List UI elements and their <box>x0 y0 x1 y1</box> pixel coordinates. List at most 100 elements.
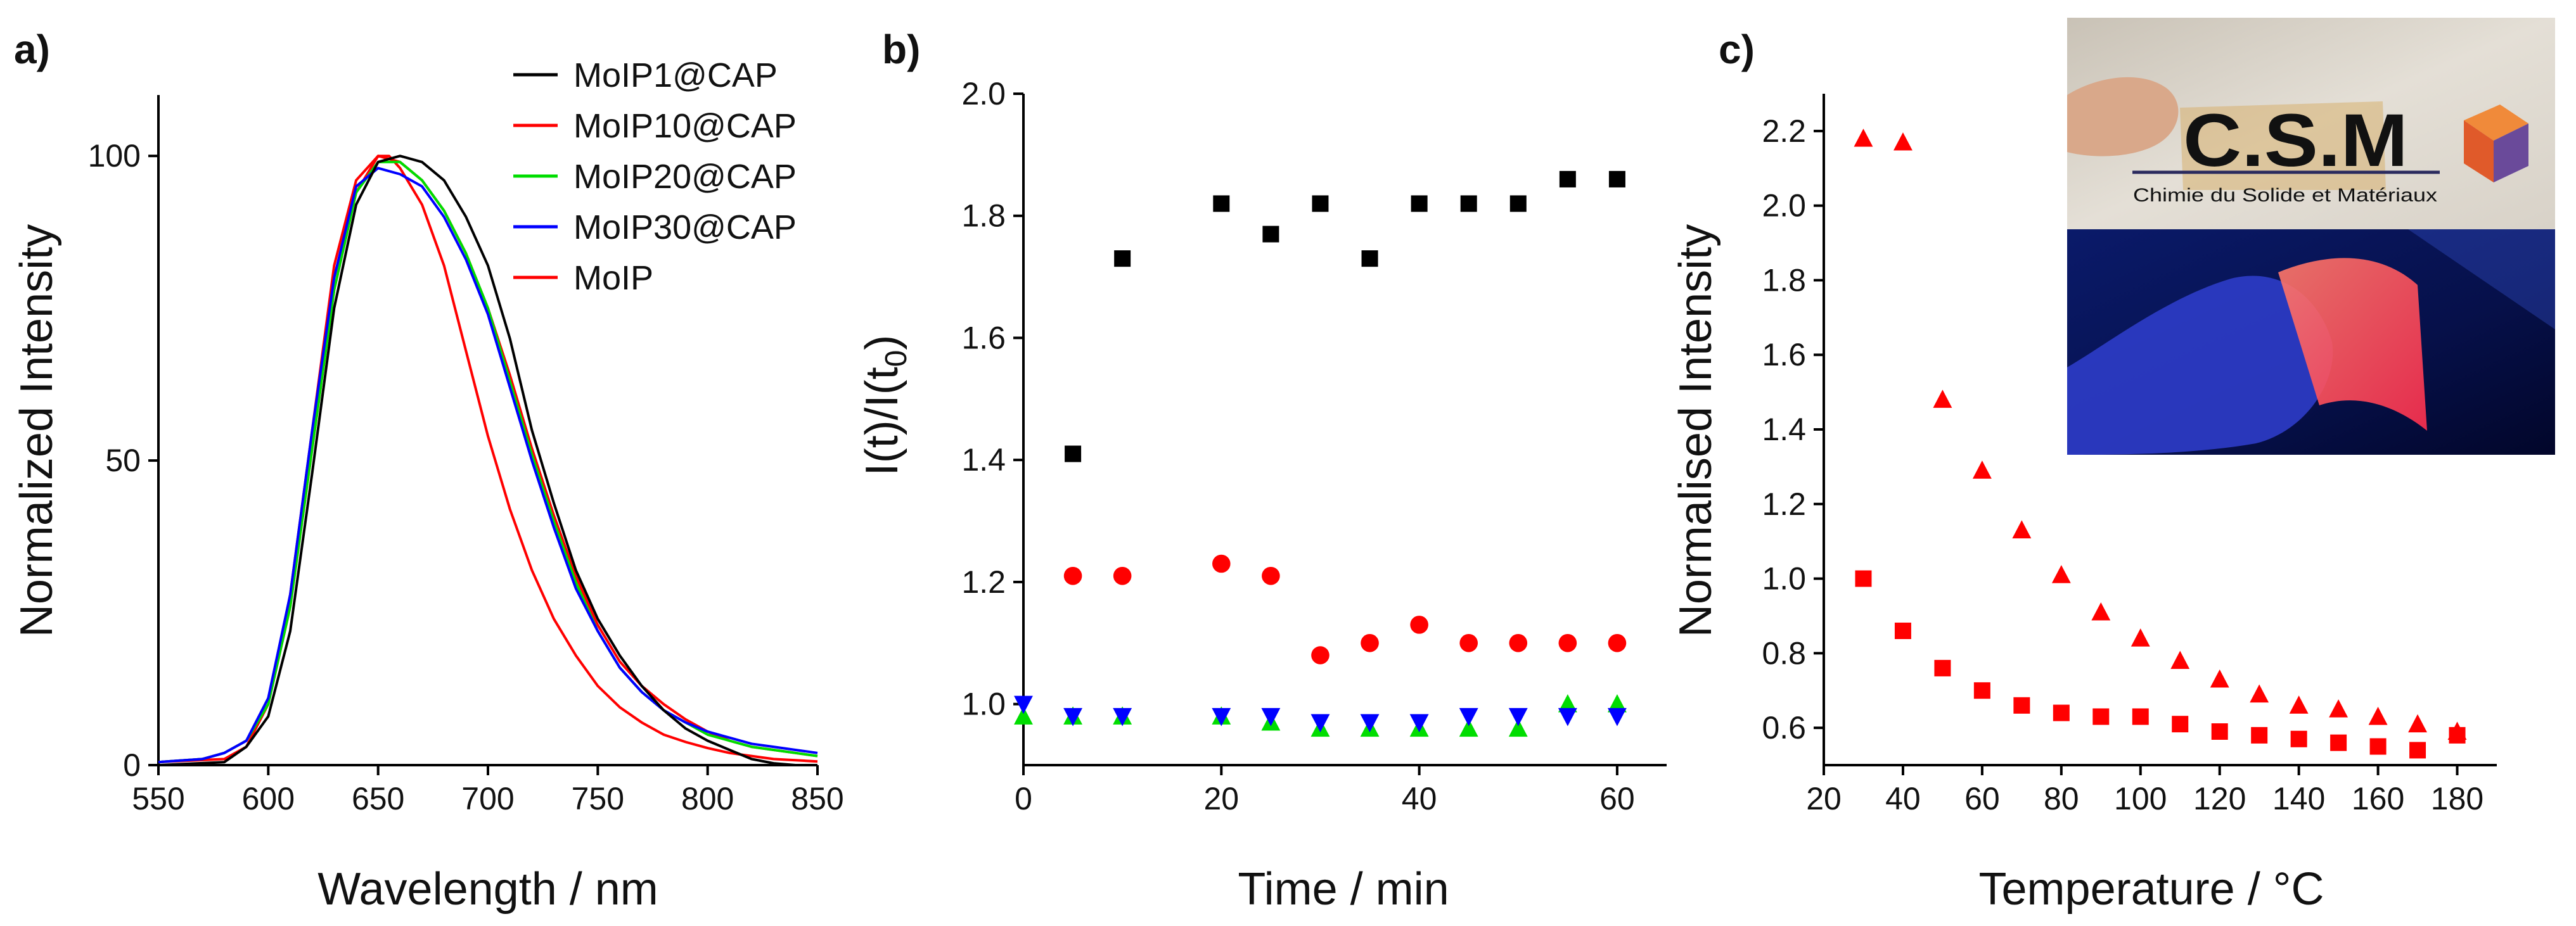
data-point-square <box>2330 734 2347 751</box>
data-point-square <box>1312 195 1329 212</box>
panel-b-ylabel-base: I(t)/I(t <box>857 367 907 476</box>
data-point-square <box>2369 738 2387 755</box>
panel-c-y-tick-label: 0.8 <box>1762 635 1806 671</box>
panel-c-y-tick-label: 2.2 <box>1762 113 1806 149</box>
data-point-square <box>1114 250 1131 267</box>
panel-c-x-tick-label: 60 <box>1964 781 2000 816</box>
glowing-film-illustration <box>2278 258 2427 431</box>
panel-c-x-tick-label: 160 <box>2352 781 2404 816</box>
panel-a-y-tick-label: 50 <box>105 443 141 478</box>
panel-b-x-tick-label: 20 <box>1203 781 1239 816</box>
data-point-circle <box>1459 633 1478 652</box>
data-point-square <box>2132 708 2149 725</box>
data-point-triangle-up <box>1854 129 1873 147</box>
panel-c-y-tick-label: 1.8 <box>1762 262 1806 298</box>
panel-c-y-tick-label: 2.0 <box>1762 188 1806 224</box>
data-point-triangle-up <box>2131 628 2150 647</box>
spectrum-line-moip10-at-cap <box>158 155 818 764</box>
data-point-triangle-up <box>2051 565 2071 583</box>
data-point-square <box>2092 708 2110 725</box>
data-point-square <box>1973 682 1990 699</box>
panel-b-y-tick-label: 1.4 <box>961 442 1006 478</box>
panel-c-y-tick-label: 1.4 <box>1762 412 1806 447</box>
data-point-circle <box>1558 633 1577 652</box>
panel-a-legend: MoIP1@CAP MoIP10@CAP MoIP20@CAP MoIP30@CAP M… <box>513 56 797 297</box>
legend-label: MoIP1@CAP <box>574 56 778 94</box>
panel-c-x-tick-label: 100 <box>2114 781 2167 816</box>
data-point-square <box>1065 445 1082 462</box>
data-point-square <box>1894 623 1911 639</box>
data-point-triangle-up <box>1933 390 1952 408</box>
panel-a-x-tick-label: 750 <box>572 781 624 816</box>
data-point-circle <box>1113 566 1132 585</box>
data-point-triangle-up <box>1972 460 1992 479</box>
inset-photos: C.S.M Chimie du Solide et Matériaux <box>2067 18 2555 455</box>
cube-logo-top-icon <box>2464 105 2528 141</box>
data-point-triangle-down <box>1310 714 1330 733</box>
data-point-circle <box>1212 554 1231 573</box>
data-point-square <box>1608 170 1625 187</box>
panel-b: b) 0 20 40 601.01.21.41.61.82.0 Time / min … <box>857 27 1667 915</box>
panel-a-xlabel: Wavelength / nm <box>317 864 658 915</box>
data-point-square <box>1855 570 1872 587</box>
panel-b-y-tick-label: 1.6 <box>961 320 1006 355</box>
panel-b-x-tick-label: 60 <box>1599 781 1635 816</box>
data-point-triangle-down <box>1261 707 1281 726</box>
data-point-square <box>1262 225 1279 243</box>
panel-b-ylabel: I(t)/I(t0) <box>857 335 913 476</box>
data-point-triangle-down <box>1014 695 1033 714</box>
data-point-triangle-up <box>2408 714 2428 733</box>
panel-c: c) 20 40 60 80 100 120 140 160 180 0.6 0.8 1.0 1.2 1.… <box>1670 18 2555 915</box>
panel-a-x-tick-label: 850 <box>791 781 843 816</box>
panel-a-x-tick-label: 650 <box>352 781 404 816</box>
data-point-triangle-up <box>2210 669 2229 688</box>
data-point-square <box>2211 723 2228 740</box>
data-point-circle <box>1410 616 1428 634</box>
panel-a-y-tick-label: 100 <box>88 138 141 174</box>
data-point-triangle-up <box>2012 520 2032 538</box>
data-point-triangle-up <box>2447 721 2467 740</box>
data-point-triangle-up <box>2091 602 2111 621</box>
panel-c-y-tick-label: 1.6 <box>1762 337 1806 372</box>
film-piece-illustration <box>2180 101 2386 190</box>
data-point-circle <box>1262 566 1280 585</box>
data-point-square <box>1559 170 1576 187</box>
hand-illustration <box>2067 77 2179 156</box>
data-point-triangle-up <box>2170 650 2190 669</box>
panel-c-x-tick-label: 20 <box>1806 781 1842 816</box>
cube-logo-left-icon <box>2464 120 2494 182</box>
spectrum-line-moip30-at-cap <box>158 167 818 764</box>
panel-c-xlabel: Temperature / °C <box>1979 864 2324 915</box>
data-point-circle <box>1311 646 1330 664</box>
data-point-triangle-down <box>1558 707 1577 726</box>
panel-c-series <box>1854 129 2467 759</box>
panel-a-x-tick-label: 700 <box>461 781 514 816</box>
panel-c-axes: 20 40 60 80 100 120 140 160 180 0.6 0.8 1.0 1.2 1.4 1.… <box>1762 94 2497 816</box>
data-point-square <box>2053 704 2070 721</box>
data-point-triangle-down <box>1360 714 1380 733</box>
data-point-triangle-up <box>2368 706 2388 725</box>
legend-label: MoIP20@CAP <box>574 158 797 196</box>
spectrum-line-moip1-at-cap <box>158 155 817 766</box>
data-point-triangle-up <box>1459 718 1478 737</box>
panel-c-label: c) <box>1719 27 1755 72</box>
data-point-triangle-up <box>2250 684 2269 703</box>
data-point-square <box>2013 697 2030 714</box>
data-point-triangle-down <box>1459 707 1478 726</box>
data-point-square <box>2172 716 2189 733</box>
data-point-circle <box>1063 566 1082 585</box>
panel-c-x-tick-label: 180 <box>2431 781 2483 816</box>
spectrum-line-moip20-at-cap <box>158 160 818 764</box>
panel-a-x-tick-label: 550 <box>132 781 184 816</box>
panel-b-ylabel-sub: 0 <box>880 350 913 367</box>
data-point-triangle-down <box>1113 707 1132 726</box>
panel-b-x-tick-label: 40 <box>1402 781 1437 816</box>
data-point-triangle-down <box>1409 714 1429 733</box>
spectrum-line-moip <box>158 155 818 764</box>
data-point-triangle-up <box>1893 132 1913 151</box>
data-point-triangle-up <box>1607 694 1627 713</box>
panel-c-x-tick-label: 120 <box>2193 781 2246 816</box>
data-point-triangle-down <box>1212 707 1231 726</box>
data-point-square <box>2409 742 2426 759</box>
